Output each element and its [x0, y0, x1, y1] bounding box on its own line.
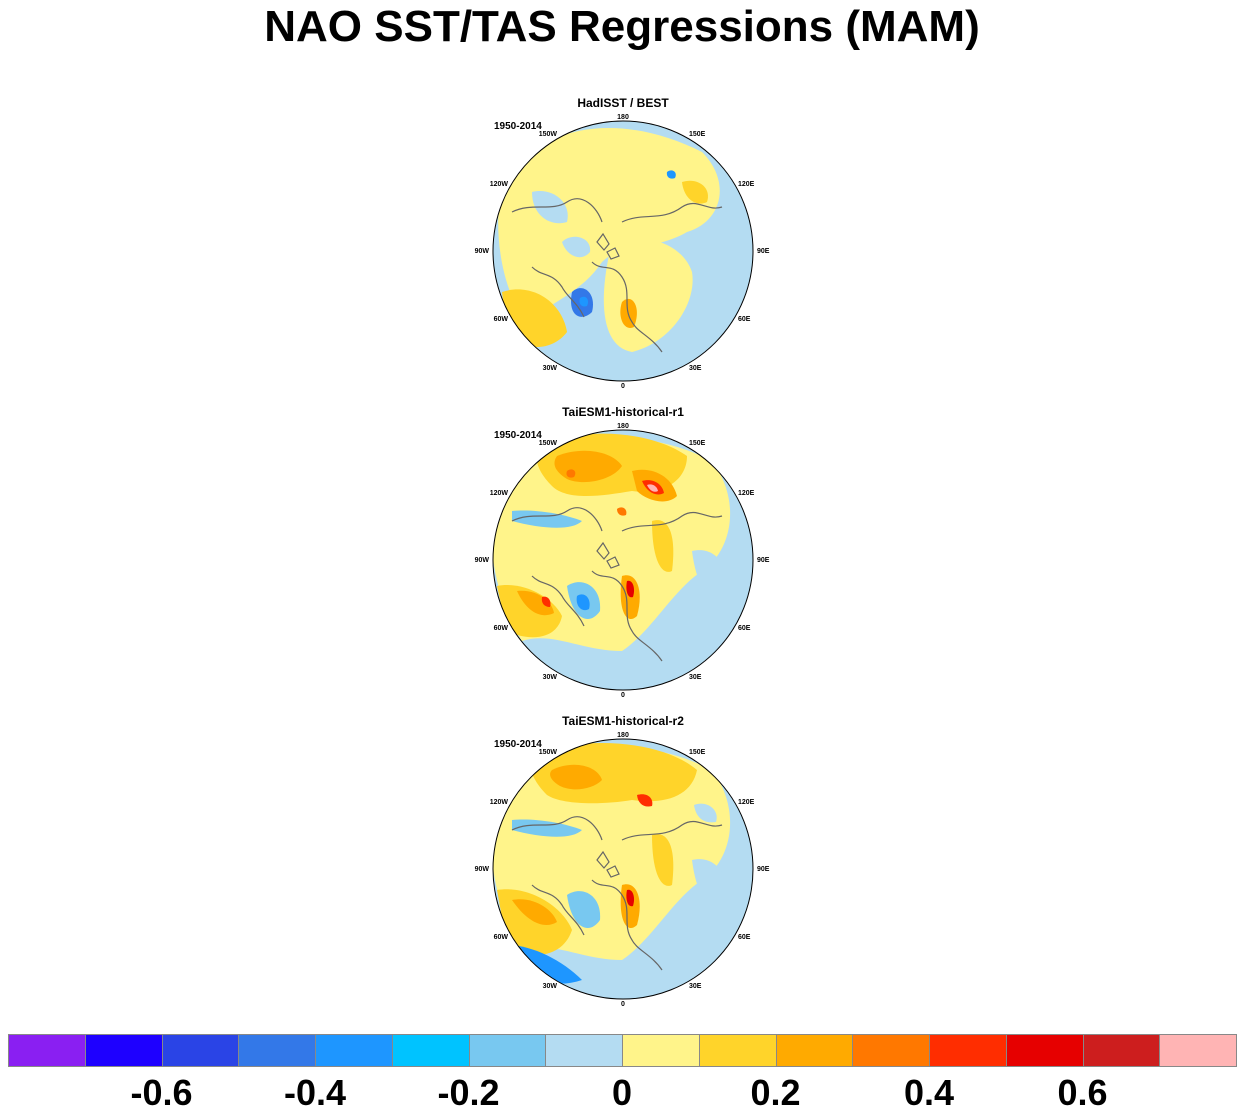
lon-label: 120W: [490, 181, 509, 188]
panel-title: TaiESM1-historical-r1: [562, 405, 684, 419]
lon-label: 120W: [490, 799, 509, 806]
lon-label: 150W: [539, 131, 558, 138]
lon-label: 180: [617, 423, 629, 430]
lon-label: 60E: [738, 934, 751, 941]
panel-period: 1950-2014: [494, 739, 542, 750]
lon-label: 0: [621, 383, 625, 390]
lon-label: 60W: [494, 316, 509, 323]
lon-label: 120E: [738, 799, 755, 806]
lon-label: 0: [621, 692, 625, 699]
lon-label: 150E: [689, 440, 706, 447]
colorbar-box: [161, 1034, 240, 1067]
colorbar-box: [315, 1034, 393, 1067]
colorbar: [8, 1034, 1237, 1069]
lon-label: 120W: [490, 490, 509, 497]
lon-label: 90W: [475, 557, 490, 564]
lon-label: 120E: [738, 181, 755, 188]
map-panel-taiesm1-r2: TaiESM1-historical-r2 1950-2014: [472, 710, 774, 1012]
colorbar-box: [929, 1034, 1007, 1067]
lon-label: 60W: [494, 625, 509, 632]
lon-label: 150W: [539, 749, 558, 756]
lon-label: 90W: [475, 248, 490, 255]
colorbar-box: [775, 1034, 854, 1067]
panel-title: HadISST / BEST: [577, 96, 669, 110]
lon-label: 30W: [543, 365, 558, 372]
colorbar-box: [84, 1034, 163, 1067]
polar-map: 180 150E 120E 90E 60E 30E 0 30W 60W 90W …: [475, 423, 770, 699]
lon-label: 150E: [689, 749, 706, 756]
panel-title: TaiESM1-historical-r2: [562, 714, 684, 728]
lon-label: 30E: [689, 365, 702, 372]
lon-label: 90E: [757, 866, 770, 873]
lon-label: 30W: [543, 983, 558, 990]
polar-map: 180 150E 120E 90E 60E 30E 0 30W 60W 90W …: [475, 114, 770, 390]
colorbar-box: [391, 1034, 470, 1067]
colorbar-box: [1082, 1034, 1161, 1067]
colorbar-box: [545, 1034, 623, 1067]
panel-period: 1950-2014: [494, 430, 542, 441]
colorbar-tick-label: 0.6: [1057, 1072, 1108, 1113]
lon-label: 60W: [494, 934, 509, 941]
colorbar-tick-label: -0.6: [130, 1072, 193, 1113]
colorbar-box: [1159, 1034, 1237, 1067]
colorbar-tick-label: -0.4: [283, 1072, 347, 1113]
colorbar-box: [698, 1034, 777, 1067]
lon-label: 180: [617, 114, 629, 121]
longitude-labels: 180 150E 120E 90E 60E 30E 0 30W 60W 90W …: [475, 114, 770, 390]
lon-label: 180: [617, 732, 629, 739]
lon-label: 90W: [475, 866, 490, 873]
lon-label: 0: [621, 1001, 625, 1008]
colorbar-tick-label: -0.2: [437, 1072, 500, 1113]
lon-label: 90E: [757, 557, 770, 564]
colorbar-box: [622, 1034, 700, 1067]
lon-label: 150E: [689, 131, 706, 138]
lon-label: 60E: [738, 316, 751, 323]
lon-label: 90E: [757, 248, 770, 255]
lon-label: 150W: [539, 440, 558, 447]
map-panel-hadisst: HadISST / BEST 1950-2014 180: [472, 92, 774, 394]
lon-label: 30E: [689, 983, 702, 990]
colorbar-tick-label: 0.2: [750, 1072, 801, 1113]
colorbar-tick-label: 0.4: [903, 1072, 955, 1113]
longitude-labels: 180 150E 120E 90E 60E 30E 0 30W 60W 90W …: [475, 732, 770, 1008]
polar-map: 180 150E 120E 90E 60E 30E 0 30W 60W 90W …: [475, 732, 770, 1008]
colorbar-tick-label: 0: [611, 1072, 633, 1113]
lon-label: 120E: [738, 490, 755, 497]
lon-label: 30W: [543, 674, 558, 681]
colorbar-box: [852, 1034, 930, 1067]
longitude-labels: 180 150E 120E 90E 60E 30E 0 30W 60W 90W …: [475, 423, 770, 699]
panel-period: 1950-2014: [494, 121, 542, 132]
colorbar-box: [8, 1034, 86, 1067]
colorbar-box: [238, 1034, 316, 1067]
figure-title: NAO SST/TAS Regressions (MAM): [264, 2, 980, 51]
lon-label: 60E: [738, 625, 751, 632]
map-panel-taiesm1-r1: TaiESM1-historical-r1 1950-2014: [472, 401, 774, 703]
colorbar-box: [1005, 1034, 1084, 1067]
lon-label: 30E: [689, 674, 702, 681]
colorbar-box: [468, 1034, 547, 1067]
